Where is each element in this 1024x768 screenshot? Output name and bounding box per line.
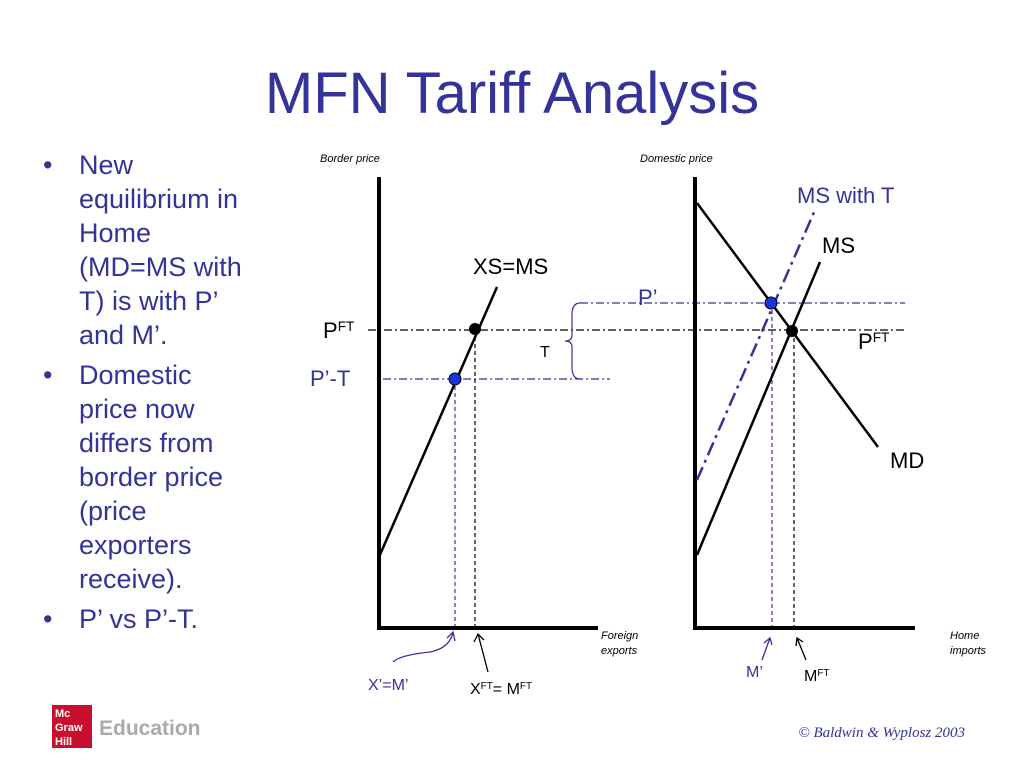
label-part: P [323, 318, 338, 343]
equilibrium-point [764, 296, 778, 310]
curve-label: XS=MS [473, 254, 548, 279]
quantity-label: MFT [804, 668, 829, 686]
brand: Education [99, 717, 201, 740]
quantity-label: M’ [746, 664, 763, 681]
axis-label: Border price [320, 153, 380, 165]
md-curve [695, 202, 880, 448]
arrow [761, 636, 773, 661]
axis-label: Home [950, 630, 979, 642]
price-label: P’-T [310, 366, 350, 391]
price-label: PFT [858, 329, 890, 354]
curve-label: MS with T [797, 183, 894, 208]
equilibrium-point [469, 323, 481, 335]
axis-label: exports [601, 645, 638, 657]
label-part: M [804, 668, 817, 685]
tariff-brace [564, 302, 581, 380]
bullet: New equilibrium in Home (MD=MS with T) i… [40, 148, 255, 352]
ms-tariff-curve [695, 209, 817, 481]
label-part: = M [493, 681, 520, 698]
superscript: FT [481, 681, 493, 692]
slide-title: MFN Tariff Analysis [264, 61, 760, 126]
logo-text: Hill [55, 736, 72, 748]
price-label: PFT [323, 318, 355, 343]
quantity-label: XFT= MFT [470, 681, 532, 699]
label-part: X [470, 681, 481, 698]
logo-text: Mc [55, 708, 70, 720]
ms-curve [695, 261, 822, 556]
logo-box [52, 705, 92, 748]
curve-label: MS [822, 233, 855, 258]
bullet: P’ vs P’-T. [40, 602, 255, 636]
quantity-label: X’=M’ [368, 677, 408, 694]
bullet: Domestic price now differs from border p… [40, 358, 255, 596]
equilibrium-point [786, 325, 798, 337]
arrow [795, 636, 807, 661]
label-part: P [858, 329, 873, 354]
logo-text: Graw [55, 722, 83, 734]
axis-label: Domestic price [640, 153, 713, 165]
axis-label: imports [950, 645, 987, 657]
price-label: P’ [638, 285, 658, 310]
copyright: © Baldwin & Wyplosz 2003 [798, 725, 965, 741]
arrow [473, 632, 489, 673]
equilibrium-point [448, 372, 462, 386]
tariff-label: T [540, 344, 550, 361]
bullet-list: New equilibrium in Home (MD=MS with T) i… [40, 148, 255, 642]
curve-label: MD [890, 448, 924, 473]
superscript: FT [338, 319, 355, 334]
superscript: FT [817, 668, 829, 679]
arrow [392, 630, 456, 663]
superscript: FT [520, 681, 532, 692]
axis-label: Foreign [601, 630, 638, 642]
superscript: FT [873, 330, 890, 345]
